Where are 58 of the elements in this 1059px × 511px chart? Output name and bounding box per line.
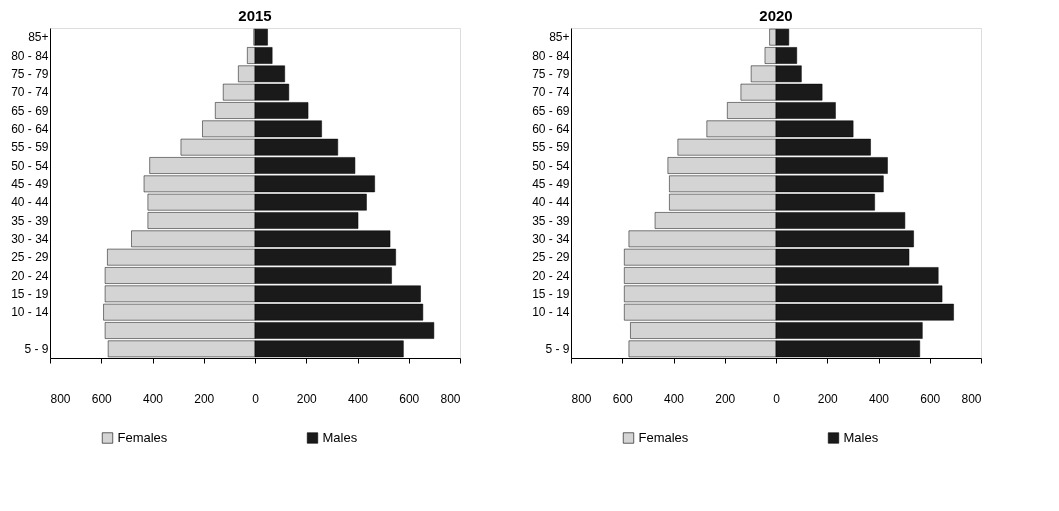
y-tick-label: 5 - 9 bbox=[545, 341, 570, 356]
y-tick-label: 25 - 29 bbox=[532, 250, 570, 265]
y-tick-label: 55 - 59 bbox=[532, 140, 570, 155]
y-tick-label: 70 - 74 bbox=[532, 85, 570, 100]
x-tick-label: 200 bbox=[194, 391, 215, 406]
y-tick-label: 15 - 19 bbox=[532, 286, 570, 301]
y-tick-label: 65 - 69 bbox=[532, 103, 570, 118]
x-tick-label: 200 bbox=[817, 391, 839, 406]
y-tick-label: 65 - 69 bbox=[11, 103, 49, 118]
y-tick-label: 25 - 29 bbox=[11, 250, 49, 265]
x-tick-label: 800 bbox=[50, 391, 71, 406]
y-tick-label: 40 - 44 bbox=[532, 195, 570, 210]
y-tick-label: 80 - 84 bbox=[532, 48, 570, 63]
x-tick-label: 400 bbox=[142, 391, 164, 406]
x-tick-label: 400 bbox=[868, 391, 890, 406]
y-tick-label: 60 - 64 bbox=[532, 121, 570, 136]
x-tick-label: 600 bbox=[920, 391, 941, 406]
y-tick-label: 20 - 24 bbox=[532, 268, 570, 283]
y-tick-label: 10 - 14 bbox=[532, 305, 570, 320]
y-tick-label: 50 - 54 bbox=[11, 158, 49, 173]
legend-label: Males bbox=[322, 430, 358, 445]
y-tick-label: 70 - 74 bbox=[11, 85, 49, 100]
y-tick-label: 20 - 24 bbox=[11, 268, 49, 283]
y-tick-label: 75 - 79 bbox=[532, 66, 570, 81]
x-tick-label: 600 bbox=[91, 391, 113, 406]
y-tick-label: 35 - 39 bbox=[11, 213, 49, 228]
x-tick-label: 0 bbox=[773, 391, 781, 406]
y-tick-label: 15 - 19 bbox=[11, 286, 49, 301]
y-tick-label: 75 - 79 bbox=[11, 66, 49, 81]
y-tick-label: 50 - 54 bbox=[532, 158, 570, 173]
y-tick-label: 30 - 34 bbox=[532, 231, 570, 246]
y-tick-label: 55 - 59 bbox=[11, 140, 49, 155]
x-tick-label: 600 bbox=[399, 391, 420, 406]
x-tick-label: 0 bbox=[252, 391, 260, 406]
legend-label: Males bbox=[843, 430, 879, 445]
y-tick-label: 45 - 49 bbox=[532, 176, 570, 191]
x-tick-label: 400 bbox=[347, 391, 369, 406]
x-tick-label: 800 bbox=[440, 391, 461, 406]
y-tick-label: 80 - 84 bbox=[11, 48, 49, 63]
legend-label: Females bbox=[638, 430, 689, 445]
y-tick-label: 45 - 49 bbox=[11, 176, 49, 191]
legend-label: Females bbox=[117, 430, 168, 445]
y-tick-label: 40 - 44 bbox=[11, 195, 49, 210]
chart-title: 2020 bbox=[759, 7, 793, 24]
x-tick-label: 800 bbox=[961, 391, 982, 406]
y-tick-label: 60 - 64 bbox=[11, 121, 49, 136]
x-tick-label: 400 bbox=[663, 391, 685, 406]
x-tick-label: 600 bbox=[612, 391, 634, 406]
x-tick-label: 200 bbox=[296, 391, 318, 406]
x-tick-label: 200 bbox=[715, 391, 736, 406]
y-tick-label: 35 - 39 bbox=[532, 213, 570, 228]
y-tick-label: 5 - 9 bbox=[24, 341, 49, 356]
chart-title: 2015 bbox=[238, 7, 272, 24]
y-tick-label: 85+ bbox=[28, 30, 49, 45]
y-tick-label: 85+ bbox=[549, 30, 570, 45]
x-tick-label: 800 bbox=[571, 391, 592, 406]
y-tick-label: 10 - 14 bbox=[11, 305, 49, 320]
y-tick-label: 30 - 34 bbox=[11, 231, 49, 246]
